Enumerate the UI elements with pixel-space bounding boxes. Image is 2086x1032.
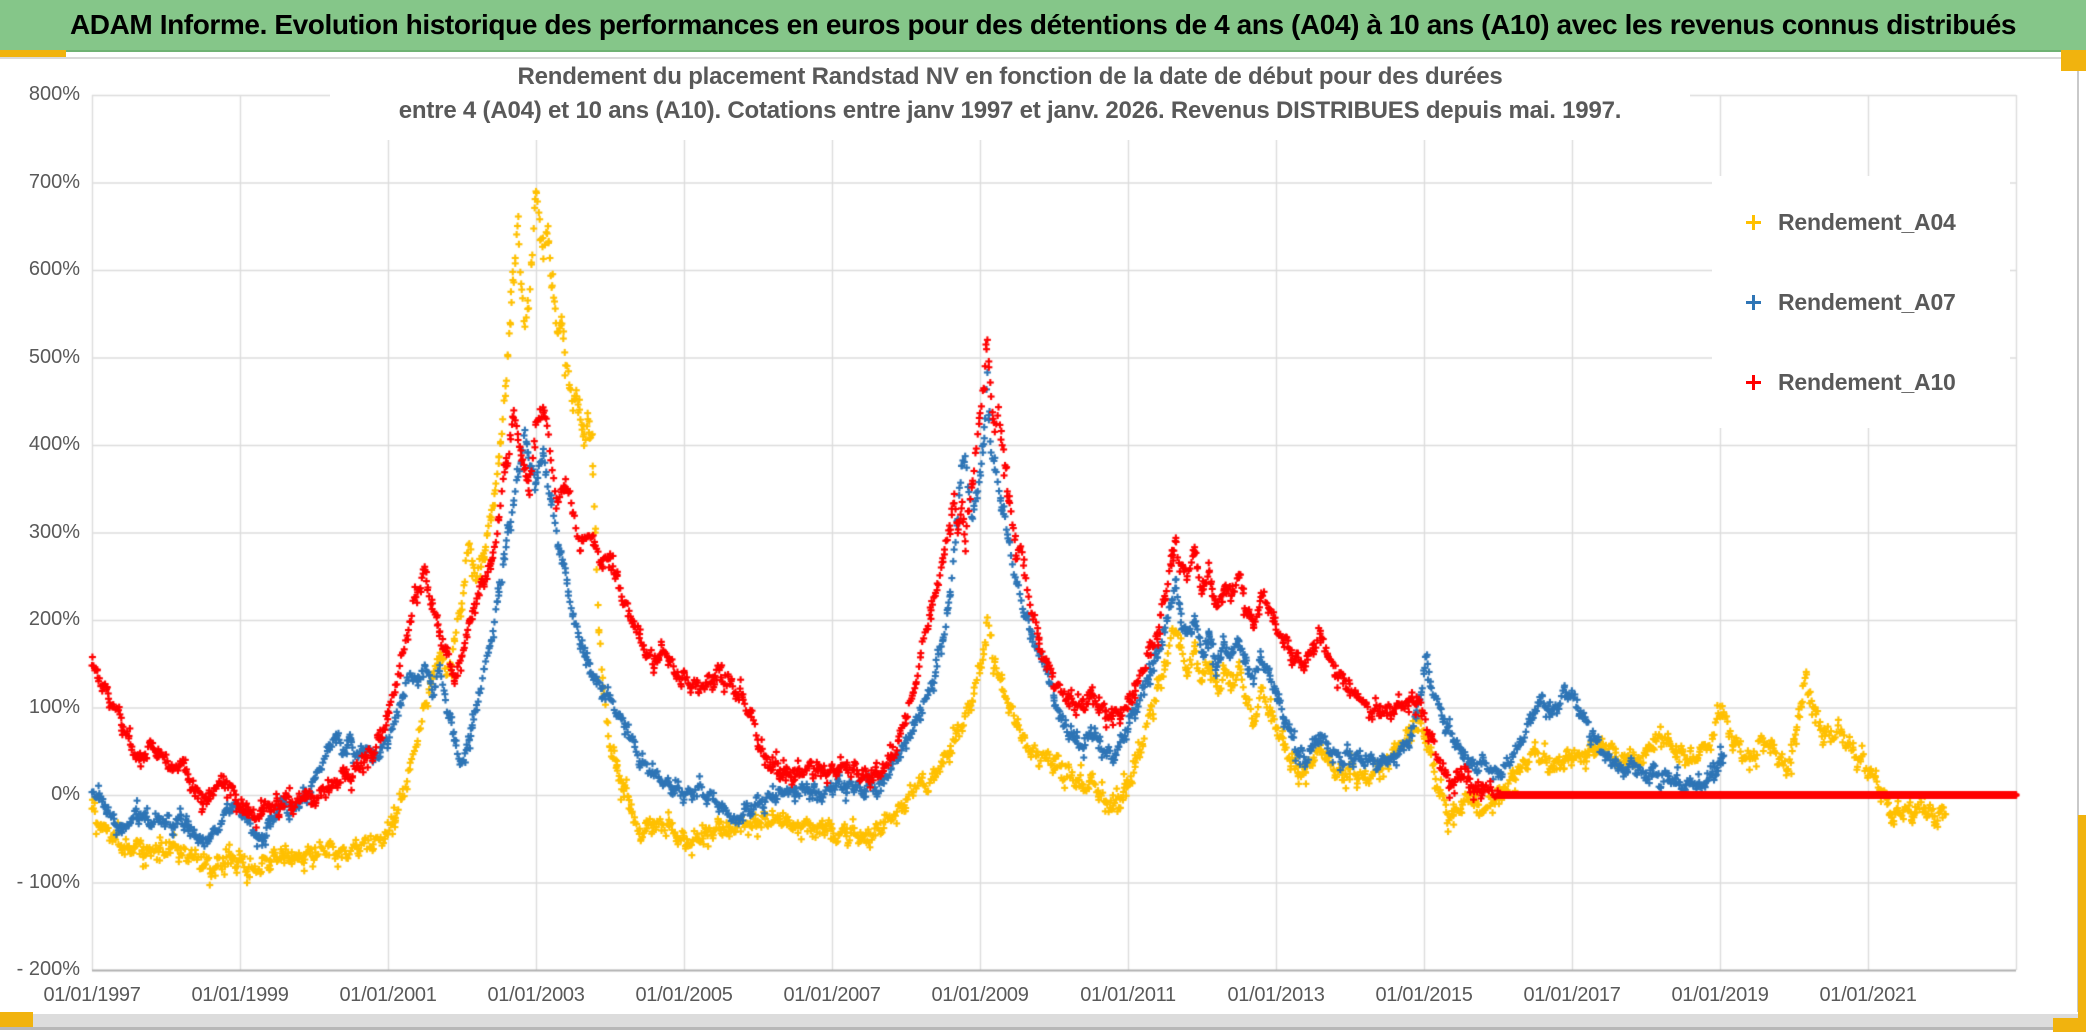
x-tick-label: 01/01/2001: [339, 984, 437, 1006]
chart-title: Rendement du placement Randstad NV en fo…: [330, 60, 1690, 140]
plus-marker-icon: [1746, 374, 1761, 390]
header-banner: ADAM Informe. Evolution historique des p…: [0, 0, 2086, 52]
x-tick-label: 01/01/1997: [43, 984, 141, 1006]
gold-frame-top-right: [2061, 50, 2086, 71]
x-tick-label: 01/01/2017: [1523, 984, 1621, 1006]
bottom-edge-line: [0, 1027, 2086, 1030]
y-tick-label: 700%: [28, 170, 80, 193]
plus-marker-icon: [1746, 214, 1761, 230]
x-tick-label: 01/01/1999: [191, 984, 289, 1006]
x-tick-label: 01/01/2003: [487, 984, 585, 1006]
gold-frame-bottom-right: [2053, 1018, 2086, 1032]
y-tick-label: 300%: [28, 520, 80, 543]
x-tick-label: 01/01/2009: [931, 984, 1029, 1006]
legend: [1712, 176, 2010, 428]
x-tick-label: 01/01/2007: [783, 984, 881, 1006]
y-tick-label: 200%: [28, 608, 80, 630]
page-title: ADAM Informe. Evolution historique des p…: [69, 9, 2017, 40]
x-tick-label: 01/01/2019: [1671, 984, 1769, 1006]
x-tick-label: 01/01/2015: [1375, 984, 1473, 1006]
legend-label: Rendement_A04: [1778, 208, 1956, 235]
legend-label: Rendement_A07: [1778, 288, 1956, 315]
chart-title-line1: Rendement du placement Randstad NV en fo…: [517, 63, 1503, 90]
legend-item-rendement-a10[interactable]: Rendement_A10: [1746, 364, 2026, 400]
legend-item-rendement-a04[interactable]: Rendement_A04: [1746, 204, 2026, 240]
y-tick-label: 800%: [28, 83, 80, 105]
legend-item-rendement-a07[interactable]: Rendement_A07: [1746, 284, 2026, 320]
x-tick-label: 01/01/2005: [635, 984, 733, 1006]
y-tick-label: 100%: [28, 695, 80, 718]
y-tick-label: 400%: [28, 433, 80, 455]
chart-title-line2: entre 4 (A04) et 10 ans (A10). Cotations…: [398, 97, 1622, 124]
legend-label: Rendement_A10: [1778, 368, 1956, 395]
y-tick-label: 0%: [51, 783, 80, 805]
plus-marker-icon: [1746, 294, 1761, 310]
gold-frame-bottom-left: [0, 1012, 33, 1027]
bottom-scrollbar[interactable]: [0, 1014, 2086, 1027]
x-tick-label: 01/01/2011: [1080, 984, 1176, 1006]
gold-scrollbar-right[interactable]: [2078, 815, 2086, 1032]
chart-right-border: [2077, 57, 2079, 1010]
y-tick-label: - 200%: [16, 958, 80, 980]
y-tick-label: 500%: [28, 345, 80, 368]
y-tick-label: - 100%: [16, 870, 80, 893]
gold-frame-top-left: [0, 50, 66, 57]
x-tick-label: 01/01/2013: [1227, 984, 1325, 1006]
y-tick-label: 600%: [28, 258, 80, 280]
x-tick-label: 01/01/2021: [1819, 984, 1917, 1006]
